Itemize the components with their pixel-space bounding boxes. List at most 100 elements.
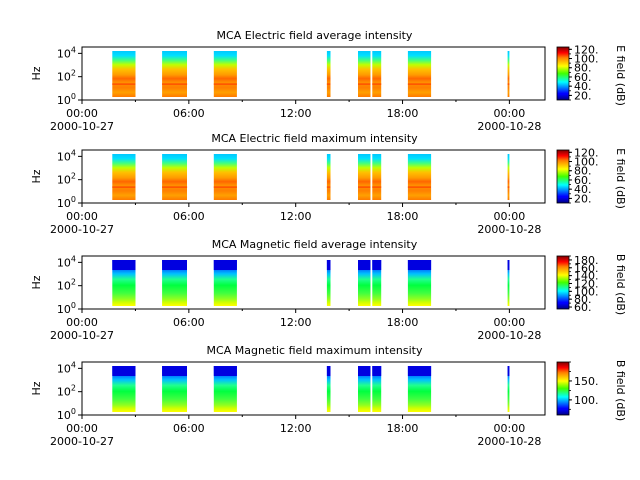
spectrogram-block [507, 154, 510, 200]
panel-title: MCA Magnetic field maximum intensity [207, 344, 423, 357]
spectrogram-block [407, 366, 432, 412]
spectrogram-block [358, 51, 371, 97]
x-tick-label: 00:00 [494, 210, 526, 223]
colorbar-tick-label: 120. [574, 277, 599, 290]
colorbar-label: E field (dB) [614, 148, 627, 209]
spectrogram-block [407, 154, 432, 200]
colorbar-label: B field (dB) [614, 360, 627, 421]
spectrogram-block [372, 260, 382, 306]
x-tick-label: 12:00 [280, 422, 312, 435]
y-axis-label: Hz [30, 169, 43, 183]
x-date-label: 2000-10-28 [477, 120, 541, 133]
y-axis-label: Hz [30, 381, 43, 395]
colorbar-tick-label: 40. [574, 183, 592, 196]
colorbar-tick-label: 80. [574, 165, 592, 178]
colorbar-tick-label: 80. [574, 62, 592, 75]
y-tick-label: 100 [57, 407, 76, 422]
y-axis-label: Hz [30, 66, 43, 80]
colorbar-tick-label: 160. [574, 262, 599, 275]
y-tick-label: 100 [57, 92, 76, 107]
colorbar-tick-label: 180. [574, 254, 599, 267]
colorbar [556, 255, 570, 310]
panel-title: MCA Electric field maximum intensity [211, 132, 418, 145]
panel-2: MCA Electric field maximum intensity 100 1… [30, 132, 627, 236]
spectrogram-block-top [407, 366, 432, 376]
axes-frame [81, 149, 546, 204]
x-tick-label: 00:00 [66, 107, 98, 120]
spectrogram-block [358, 366, 371, 412]
x-date-label: 2000-10-27 [50, 120, 114, 133]
spectrogram-block-top [112, 260, 136, 270]
colorbar-label: B field (dB) [614, 254, 627, 315]
x-tick-label: 00:00 [494, 107, 526, 120]
colorbar [556, 149, 570, 204]
x-tick-label: 06:00 [173, 210, 205, 223]
spectrogram-block-top [358, 260, 371, 270]
spectrogram-block-top [507, 260, 510, 270]
spectrogram-block-top [358, 366, 371, 376]
spectrogram-block [162, 154, 187, 200]
x-tick-label: 00:00 [494, 316, 526, 329]
x-tick-label: 18:00 [387, 316, 419, 329]
spectrogram-block [372, 154, 382, 200]
spectrogram-block [213, 51, 237, 97]
spectrogram-block [326, 154, 331, 200]
spectrogram-block [112, 154, 136, 200]
spectrogram-block [407, 51, 432, 97]
x-tick-label: 18:00 [387, 422, 419, 435]
colorbar-tick-label: 120. [574, 146, 599, 159]
x-date-label: 2000-10-28 [477, 329, 541, 342]
spectrogram-block [213, 154, 237, 200]
colorbar-tick-label: 150. [574, 375, 599, 388]
spectrogram-block-top [326, 260, 331, 270]
x-tick-label: 00:00 [66, 316, 98, 329]
x-tick-label: 12:00 [280, 107, 312, 120]
spectrogram-block [162, 51, 187, 97]
colorbar-tick-label: 60. [574, 71, 592, 84]
y-tick-label: 102 [57, 172, 76, 187]
y-tick-label: 104 [57, 360, 76, 375]
spectrogram-block-top [162, 260, 187, 270]
x-date-label: 2000-10-28 [477, 435, 541, 448]
colorbar-tick-label: 100. [574, 394, 599, 407]
spectrogram-block-top [507, 366, 510, 376]
colorbar-tick-label: 40. [574, 80, 592, 93]
x-tick-label: 06:00 [173, 422, 205, 435]
x-tick-label: 12:00 [280, 316, 312, 329]
spectrogram-block [213, 260, 237, 306]
x-tick-label: 00:00 [494, 422, 526, 435]
colorbar-tick-label: 60. [574, 301, 592, 314]
spectrogram-block [407, 260, 432, 306]
y-tick-label: 100 [57, 195, 76, 210]
spectrogram-block-top [162, 366, 187, 376]
panel-title: MCA Electric field average intensity [217, 29, 413, 42]
y-tick-label: 104 [57, 148, 76, 163]
colorbar-tick-label: 80. [574, 293, 592, 306]
panel-title: MCA Magnetic field average intensity [212, 238, 418, 251]
x-tick-label: 06:00 [173, 316, 205, 329]
y-tick-label: 104 [57, 254, 76, 269]
spectrogram-block [326, 366, 331, 412]
colorbar-label: E field (dB) [614, 45, 627, 106]
spectrogram-block [326, 260, 331, 306]
x-tick-label: 18:00 [387, 107, 419, 120]
colorbar-tick-label: 100. [574, 285, 599, 298]
x-date-label: 2000-10-28 [477, 223, 541, 236]
x-tick-label: 12:00 [280, 210, 312, 223]
colorbar-tick-label: 60. [574, 174, 592, 187]
colorbar [556, 361, 570, 416]
y-tick-label: 104 [57, 45, 76, 60]
y-tick-label: 102 [57, 69, 76, 84]
spectrogram-block [358, 154, 371, 200]
axes-frame [81, 46, 546, 101]
y-tick-label: 102 [57, 278, 76, 293]
x-tick-label: 06:00 [173, 107, 205, 120]
spectrogram-block-top [326, 366, 331, 376]
spectrogram-block [326, 51, 331, 97]
colorbar-tick-label: 20. [574, 89, 592, 102]
spectrogram-block [112, 51, 136, 97]
panel-4: MCA Magnetic field maximum intensity 100 1… [30, 344, 627, 448]
spectrogram-block-top [372, 366, 382, 376]
spectrogram-block [112, 366, 136, 412]
